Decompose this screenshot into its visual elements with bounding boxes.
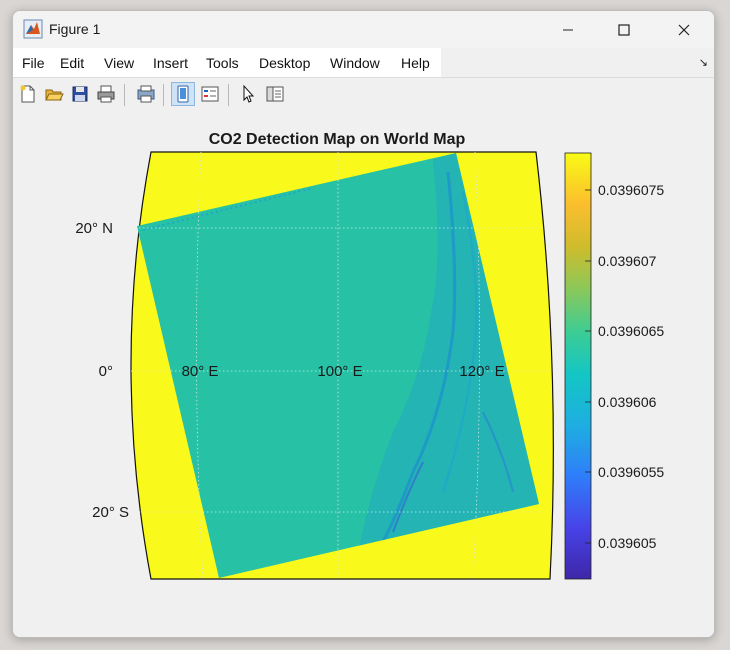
menu-insert[interactable]: Insert [153,55,189,71]
print-preview-button[interactable] [134,82,158,106]
maximize-button[interactable] [601,11,647,48]
minimize-button[interactable] [545,11,591,48]
save-button[interactable] [68,82,92,106]
window-title: Figure 1 [49,21,101,37]
colorbar-tick-label: 0.0396075 [598,182,664,198]
dock-arrow-icon[interactable]: ↘ [698,57,708,69]
maximize-icon [618,23,630,36]
toolbar [13,77,714,113]
pointer-icon [243,84,255,103]
menu-tools[interactable]: Tools [206,55,239,71]
save-icon [72,86,88,102]
minimize-icon [563,29,573,30]
lat-label-20n: 20° N [75,220,113,237]
title-bar[interactable]: Figure 1 [13,11,714,48]
figure-window: Figure 1 File Edit View Insert Tools Des… [12,10,715,638]
colorbar-tick-label: 0.0396065 [598,323,664,339]
plot-browser-icon [266,86,284,102]
close-button[interactable] [661,11,707,48]
toolbar-separator [163,84,164,106]
colorbar-tick-label: 0.039605 [598,535,657,551]
menu-window[interactable]: Window [330,55,380,71]
open-folder-icon [45,89,64,101]
plot-title: CO2 Detection Map on World Map [209,131,466,148]
menu-help[interactable]: Help [401,55,430,71]
colorbar-ticks [585,189,591,544]
lat-label-0: 0° [99,363,113,380]
colorbar-tick-label: 0.039607 [598,253,657,269]
open-button[interactable] [42,82,66,106]
legend-icon [201,86,219,102]
colorbar-tick-label: 0.039606 [598,394,657,410]
print-icon [97,85,115,103]
new-figure-icon [20,85,35,103]
colorbar-tick-label: 0.0396055 [598,464,664,480]
coast-noise-layer [142,153,539,552]
menu-file[interactable]: File [22,55,45,71]
plot-svg: CO2 Detection Map on World Map 20° N [75,131,664,580]
colorbar [564,152,592,580]
print-button[interactable] [94,82,118,106]
figure-canvas[interactable]: CO2 Detection Map on World Map 20° N [13,112,714,637]
graticule [131,151,551,580]
property-inspector-icon [177,85,189,103]
toolbar-separator [228,84,229,106]
menu-bar: File Edit View Insert Tools Desktop Wind… [13,48,714,77]
plot-browser-button[interactable] [263,82,287,106]
menu-desktop[interactable]: Desktop [259,55,311,71]
lon-label-100e: 100° E [317,363,362,380]
pointer-button[interactable] [236,82,260,106]
lon-label-120e: 120° E [459,363,504,380]
new-figure-button[interactable] [16,82,40,106]
close-icon [678,24,690,35]
lat-label-20s: 20° S [92,504,129,521]
toolbar-separator [124,84,125,106]
menu-edit[interactable]: Edit [60,55,85,71]
matlab-icon [23,19,43,39]
legend-button[interactable] [198,82,222,106]
print-preview-icon [137,85,155,103]
lon-label-80e: 80° E [182,363,219,380]
property-inspector-button[interactable] [171,82,195,106]
menu-bar-filler [441,48,714,77]
menu-view[interactable]: View [104,55,135,71]
